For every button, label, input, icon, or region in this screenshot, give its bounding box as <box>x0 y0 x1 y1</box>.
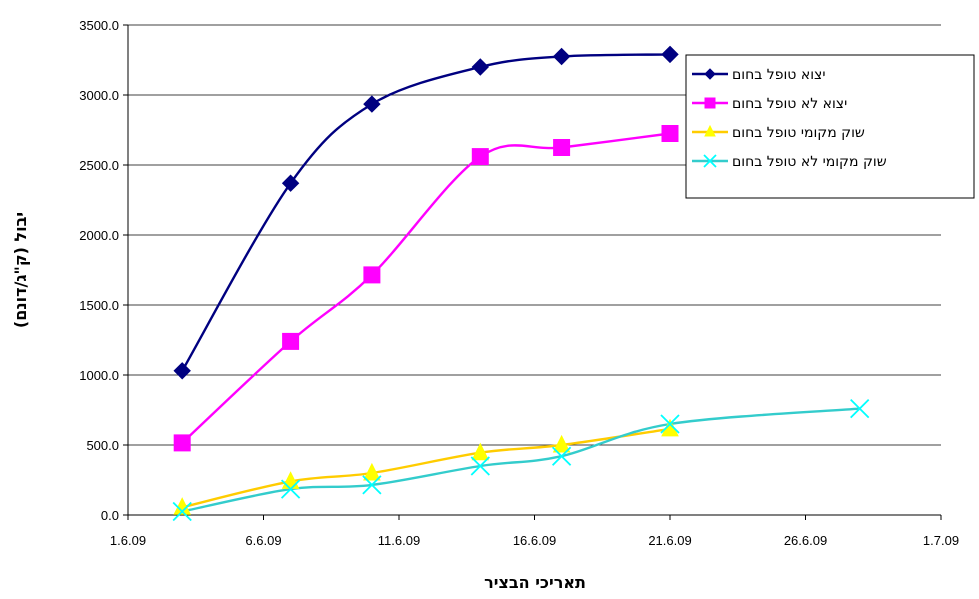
legend-marker <box>704 97 716 109</box>
point-series-1 <box>552 47 571 66</box>
point-series-4 <box>362 475 382 495</box>
legend-label: שוק מקומי לא טופל בחום <box>732 154 887 170</box>
x-axis-title: תאריכי הבציר <box>484 573 586 592</box>
legend-label: יצוא לא טופל בחום <box>732 96 847 112</box>
y-tick-label: 2000.0 <box>79 228 119 243</box>
point-series-1 <box>281 174 300 192</box>
series-line-3 <box>181 427 671 509</box>
y-tick-label: 0.0 <box>101 508 119 523</box>
x-tick-label: 21.6.09 <box>648 533 691 548</box>
point-series-4 <box>172 501 192 522</box>
point-series-1 <box>471 58 490 76</box>
point-series-2 <box>553 139 571 156</box>
y-tick-label: 3500.0 <box>79 18 119 33</box>
point-series-1 <box>173 362 191 380</box>
point-series-3 <box>471 442 490 461</box>
y-axis-title: יבול (ק"ג/דונם) <box>11 212 30 328</box>
point-series-4 <box>660 414 680 434</box>
series-markers <box>172 45 870 522</box>
y-tick-label: 1000.0 <box>79 368 119 383</box>
x-tick-label: 26.6.09 <box>784 533 827 548</box>
point-series-2 <box>282 332 300 350</box>
x-axis-ticks: 1.6.09 6.6.09 11.6.09 16.6.09 21.6.09 26.6.09… <box>110 515 959 548</box>
y-tick-label: 3000.0 <box>79 88 119 103</box>
point-series-2 <box>471 148 489 166</box>
legend-item-3: שוק מקומי טופל בחום <box>692 124 865 141</box>
point-series-2 <box>363 266 381 284</box>
point-series-4 <box>551 446 572 466</box>
point-series-4 <box>850 398 870 419</box>
legend-box <box>685 54 975 199</box>
x-tick-label: 11.6.09 <box>378 533 420 548</box>
y-tick-label: 2500.0 <box>79 158 119 173</box>
legend: יצוא טופל בחום יצוא לא טופל בחום שוק מקומי… <box>685 54 975 199</box>
legend-item-4: שוק מקומי לא טופל בחום <box>692 154 887 170</box>
y-tick-label: 500.0 <box>86 438 119 453</box>
point-series-4 <box>470 456 490 476</box>
legend-marker <box>703 154 717 168</box>
point-series-2 <box>173 434 191 452</box>
legend-marker <box>704 124 716 137</box>
legend-marker <box>704 68 716 80</box>
legend-label: יצוא טופל בחום <box>732 67 825 83</box>
x-tick-label: 1.6.09 <box>110 533 146 548</box>
y-axis-ticks: 0.0 500.0 1000.0 1500.0 2000.0 2500.0 3000.0 35… <box>79 18 128 523</box>
point-series-3 <box>552 434 571 453</box>
legend-item-2: יצוא לא טופל בחום <box>692 96 847 112</box>
x-tick-label: 1.7.09 <box>923 533 959 548</box>
legend-item-1: יצוא טופל בחום <box>692 67 825 83</box>
point-series-4 <box>280 479 301 499</box>
legend-label: שוק מקומי טופל בחום <box>732 125 865 141</box>
point-series-1 <box>363 95 381 113</box>
point-series-3 <box>363 462 381 481</box>
point-series-1 <box>661 45 679 64</box>
y-tick-label: 1500.0 <box>79 298 119 313</box>
x-tick-label: 16.6.09 <box>513 533 556 548</box>
point-series-2 <box>661 125 679 142</box>
x-tick-label: 6.6.09 <box>245 533 281 548</box>
